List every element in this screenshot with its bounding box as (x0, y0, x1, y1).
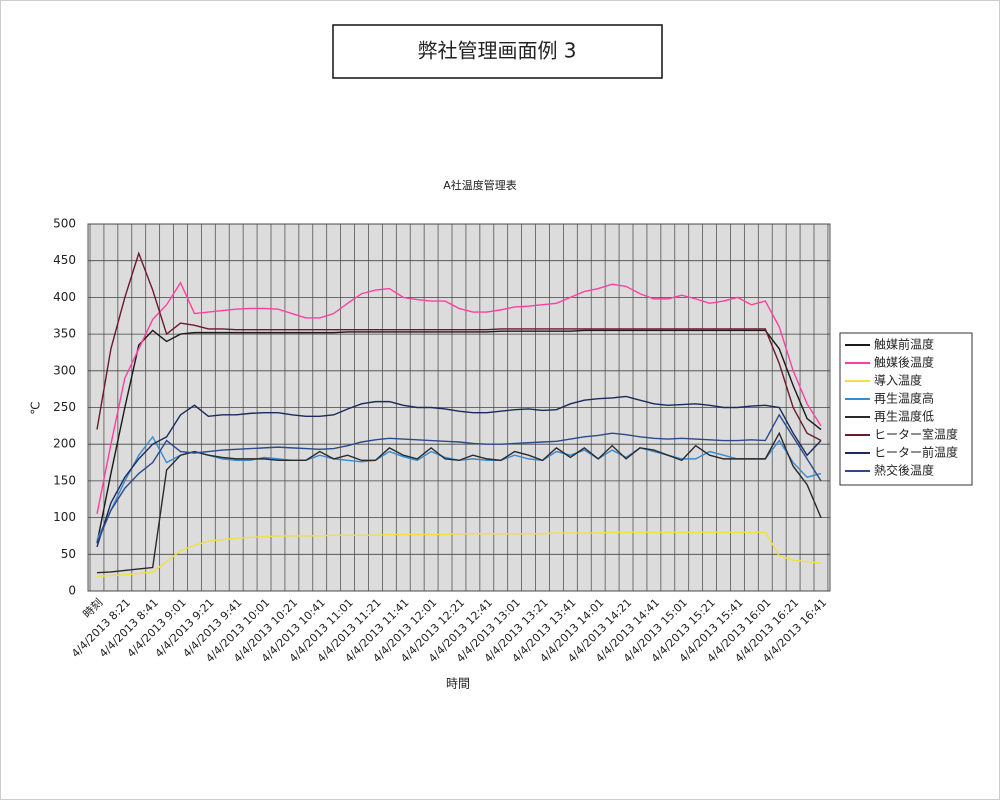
legend-box (839, 332, 973, 486)
series-line (96, 413, 822, 544)
y-tick-label: 500 (53, 217, 76, 231)
legend-label: 再生温度低 (874, 409, 934, 424)
header-title: 弊社管理画面例 3 (417, 39, 576, 63)
legend-label: ヒーター室温度 (874, 427, 958, 442)
y-tick-label: 100 (53, 510, 76, 524)
legend-label: ヒーター前温度 (874, 445, 958, 460)
legend-label: 熱交後温度 (874, 463, 934, 478)
series-line (96, 431, 822, 574)
series-line (96, 531, 822, 578)
legend-label: 触媒前温度 (874, 337, 934, 352)
series-line (96, 395, 822, 548)
y-tick-label: 300 (53, 363, 76, 377)
y-tick-label: 450 (53, 253, 76, 267)
series-line (96, 329, 822, 544)
legend-label: 導入温度 (874, 373, 922, 388)
y-tick-label: 350 (53, 327, 76, 341)
series-line (96, 251, 822, 442)
y-tick-label: 150 (53, 473, 76, 487)
legend-label: 触媒後温度 (874, 355, 934, 370)
y-tick-label: 0 (68, 584, 76, 598)
y-tick-label: 200 (53, 437, 76, 451)
header-box (332, 24, 663, 79)
y-tick-label: 50 (61, 547, 76, 561)
y-tick-label: 400 (53, 290, 76, 304)
y-axis-title: ℃ (29, 401, 43, 414)
x-axis-title: 時間 (446, 677, 470, 691)
y-tick-label: 250 (53, 400, 76, 414)
series-line (96, 281, 822, 515)
legend-label: 再生温度高 (874, 391, 934, 406)
chart-title: A社温度管理表 (443, 178, 517, 192)
